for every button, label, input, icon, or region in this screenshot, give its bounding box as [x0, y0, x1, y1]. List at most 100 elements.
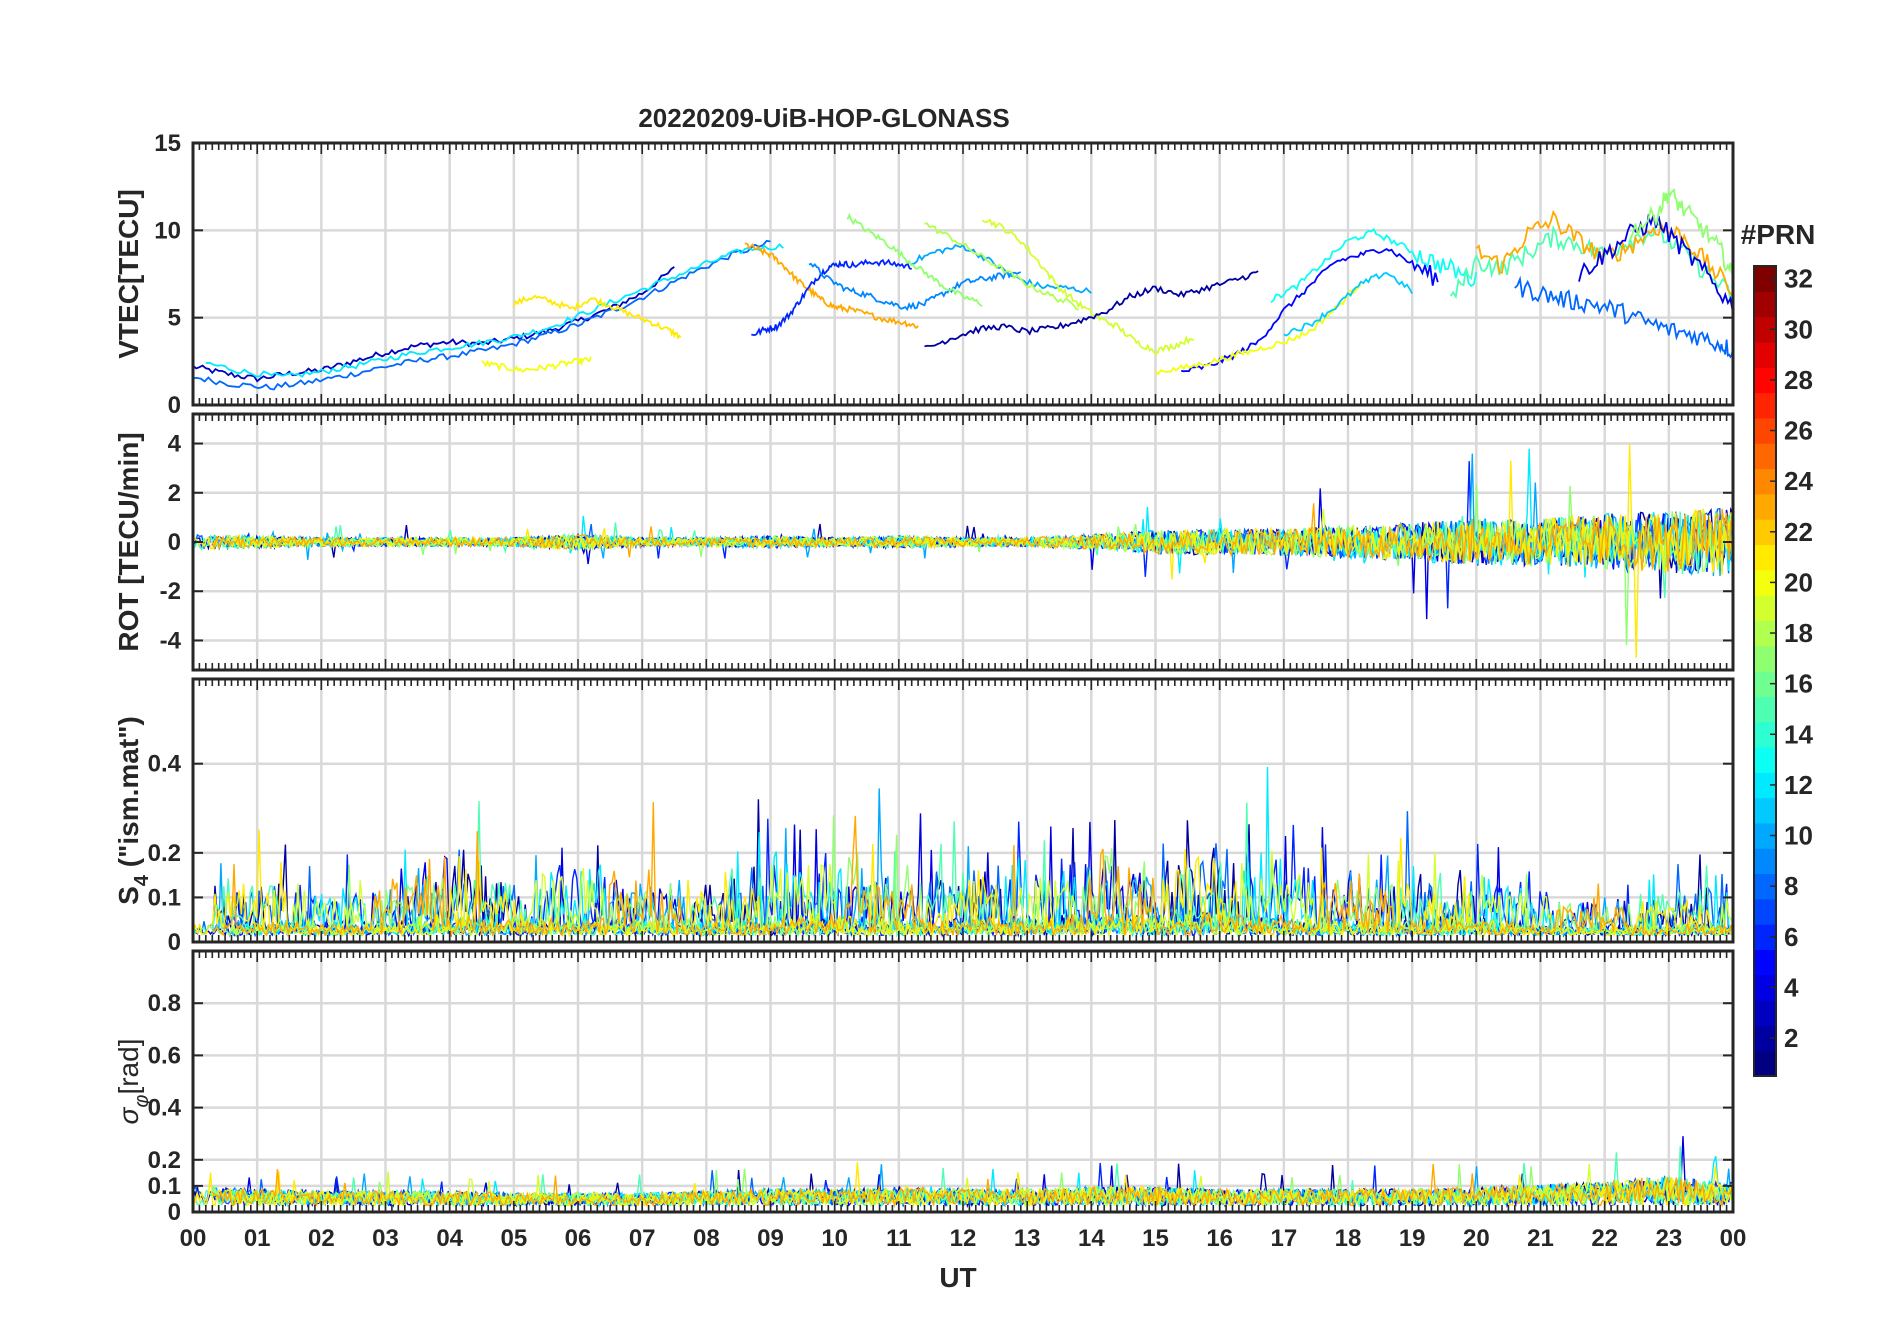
colorbar-segment — [1754, 797, 1776, 824]
sigma-series-prn-17 — [211, 1164, 1733, 1208]
colorbar-segment — [1754, 898, 1776, 925]
x-tick-label: 04 — [436, 1225, 463, 1252]
colorbar-segment — [1754, 671, 1776, 697]
x-tick-label: 01 — [244, 1225, 271, 1252]
vtec-series-prn-8 — [1514, 275, 1733, 359]
vtec-series-prn-17 — [846, 212, 983, 307]
vtec-series-prn-18 — [924, 222, 1079, 311]
y-tick-label: 10 — [154, 217, 181, 244]
colorbar-tick-label: 8 — [1784, 871, 1798, 901]
x-tick-label: 18 — [1335, 1225, 1362, 1252]
colorbar-segment — [1754, 367, 1776, 394]
s4-series-prn-21 — [193, 829, 1733, 938]
y-tick-label: 0.4 — [148, 751, 182, 778]
colorbar-tick-label: 32 — [1784, 264, 1813, 294]
colorbar-tick-label: 6 — [1784, 922, 1798, 952]
colorbar-tick-label: 28 — [1784, 365, 1813, 395]
x-minor-ticks — [192, 414, 1734, 670]
colorbar-tick-label: 24 — [1784, 466, 1813, 496]
colorbar-tick-label: 16 — [1784, 669, 1813, 699]
x-tick-label: 00 — [1720, 1225, 1747, 1252]
x-tick-label: 08 — [693, 1225, 720, 1252]
x-tick-label: 19 — [1399, 1225, 1426, 1252]
x-tick-label: 05 — [500, 1225, 527, 1252]
panel-data-vtec — [193, 188, 1733, 391]
colorbar-segment — [1754, 974, 1776, 1001]
vtec-series-prn-20 — [1154, 284, 1362, 376]
y-tick-label: 0 — [168, 929, 181, 956]
s4-series-prn-23 — [211, 802, 1733, 938]
colorbar-tick-label: 22 — [1784, 517, 1813, 547]
colorbar-segment — [1754, 949, 1776, 976]
vtec-series-prn-23 — [744, 242, 919, 329]
colorbar-segment — [1754, 1000, 1776, 1026]
colorbar-title: #PRN — [1741, 219, 1816, 250]
rot-series-prn-21 — [193, 444, 1733, 658]
colorbar-tick-label: 26 — [1784, 416, 1813, 446]
colorbar-segment — [1754, 266, 1776, 292]
colorbar-segment — [1754, 873, 1776, 900]
y-tick-label: 0.2 — [148, 1147, 181, 1174]
x-tick-label: 14 — [1078, 1225, 1105, 1252]
vtec-series-prn-8 — [193, 239, 771, 391]
colorbar-segments — [1754, 266, 1776, 1077]
panel-vtec: 0 5 10 15 VTEC[TECU] — [113, 130, 1735, 419]
panel-s4: 0 0.1 0.2 0.4S4 ("ism.mat") — [113, 677, 1735, 956]
x-tick-label: 09 — [757, 1225, 784, 1252]
colorbar-segment — [1754, 417, 1776, 444]
x-minor-ticks — [192, 143, 1734, 405]
y-axis-title-sigma: σφ[rad] — [113, 1039, 153, 1125]
vtec-series-prn-9 — [808, 262, 1022, 312]
colorbar-tick-label: 20 — [1784, 567, 1813, 597]
x-tick-label: 03 — [372, 1225, 399, 1252]
colorbar-segment — [1754, 772, 1776, 799]
y-tick-label: 2 — [168, 480, 181, 507]
y-tick-label: 0.1 — [148, 1173, 181, 1200]
panel-sigma: 00.10.2 0.4 0.6 0.8 σφ[rad] 00 01 02 03 04 05 06 07 0… — [113, 949, 1747, 1252]
y-tick-label: 5 — [168, 305, 181, 332]
colorbar-segment — [1754, 746, 1776, 773]
sigma-series-prn-23 — [211, 1164, 1733, 1208]
colorbar-segment — [1754, 316, 1776, 343]
colorbar-segment — [1754, 569, 1776, 596]
y-tick-label: 15 — [154, 130, 181, 157]
colorbar-frame — [1753, 265, 1777, 1077]
y-tick-label: 0.2 — [148, 840, 181, 867]
colorbar-segment — [1754, 1025, 1776, 1052]
vtec-series-prn-13 — [1270, 227, 1478, 304]
y-axis-title-s4: S4 ("ism.mat") — [113, 716, 153, 905]
colorbar-segment — [1754, 493, 1776, 520]
x-tick-label: 17 — [1270, 1225, 1297, 1252]
y-tick-label: 0.4 — [148, 1095, 182, 1122]
colorbar-segment — [1754, 696, 1776, 723]
vtec-series-prn-2 — [924, 270, 1259, 348]
vtec-series-prn-11 — [1283, 272, 1413, 337]
x-tick-label: 07 — [629, 1225, 656, 1252]
x-axis-title: UT — [939, 1262, 976, 1293]
vtec-series-prn-3 — [193, 266, 675, 383]
colorbar-segment — [1754, 822, 1776, 849]
colorbar-segment — [1754, 645, 1776, 672]
colorbar-segment — [1754, 620, 1776, 647]
vtec-series-prn-17 — [1629, 188, 1733, 276]
rot-series-prn-15 — [193, 511, 1733, 599]
colorbar-tick-label: 2 — [1784, 1023, 1798, 1053]
colorbar-tick-label: 14 — [1784, 719, 1813, 749]
colorbar-segment — [1754, 924, 1776, 951]
x-tick-label: 02 — [308, 1225, 335, 1252]
x-tick-label: 11 — [886, 1225, 911, 1252]
x-tick-label: 12 — [950, 1225, 977, 1252]
panel-rot: -4 -2 0 2 4 ROT [TECU/min] — [113, 412, 1735, 672]
y-tick-label: 0 — [168, 1199, 181, 1226]
colorbar-tick-label: 18 — [1784, 618, 1813, 648]
colorbar-segment — [1754, 721, 1776, 748]
y-tick-label: 0 — [168, 392, 181, 419]
colorbar-segment — [1754, 848, 1776, 875]
y-tick-label: 4 — [168, 431, 182, 458]
colorbar-segment — [1754, 595, 1776, 621]
y-tick-label: 0.8 — [148, 990, 181, 1017]
x-tick-label: 22 — [1591, 1225, 1618, 1252]
x-minor-ticks — [192, 679, 1734, 942]
